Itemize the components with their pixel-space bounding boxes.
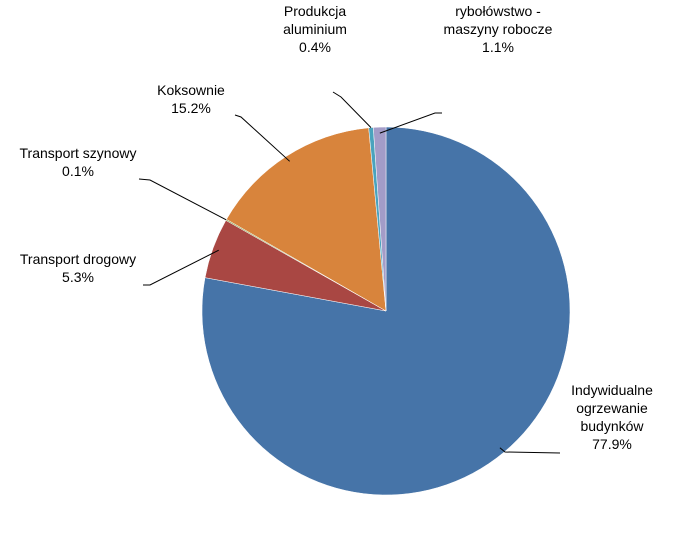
slice-name-label: maszyny robocze bbox=[444, 21, 553, 37]
leader-line-0 bbox=[499, 447, 561, 454]
slice-label-2: Transport szynowy 0.1% bbox=[20, 145, 137, 179]
leader-lines bbox=[138, 91, 561, 454]
slice-name-label: Produkcja bbox=[284, 3, 346, 19]
slice-name-label: leśnictwo, bbox=[467, 0, 528, 1]
slice-name-label: rybołówstwo - bbox=[455, 3, 541, 19]
leader-line-1 bbox=[143, 249, 219, 286]
slice-name-label: Koksownie bbox=[157, 82, 225, 98]
leader-line-4 bbox=[332, 91, 372, 128]
pie-slice-3 bbox=[226, 127, 387, 312]
slice-label-3: Koksownie 15.2% bbox=[157, 82, 225, 116]
slice-label-4: Produkcja aluminium 0.4% bbox=[283, 3, 347, 55]
slice-name-label: Transport szynowy bbox=[20, 145, 137, 161]
slice-value-label: 15.2% bbox=[171, 100, 211, 116]
slice-name-label: Transport drogowy bbox=[20, 251, 136, 267]
slice-value-label: 0.1% bbox=[62, 163, 94, 179]
slice-value-label: 5.3% bbox=[62, 269, 94, 285]
slice-label-0: Indywidualne ogrzewanie budynków 77.9% bbox=[571, 382, 653, 452]
pie-slice-0 bbox=[201, 126, 571, 496]
slice-value-label: 1.1% bbox=[482, 39, 514, 55]
leader-line-2 bbox=[138, 178, 227, 221]
slice-label-1: Transport drogowy 5.3% bbox=[20, 251, 136, 285]
slice-label-5: Rolnictwo,leśnictwo,rybołówstwo -maszyny… bbox=[444, 0, 553, 55]
slice-labels: Indywidualne ogrzewanie budynków 77.9% Trans… bbox=[20, 0, 654, 452]
pie-slice-5 bbox=[373, 126, 387, 312]
slice-value-label: 77.9% bbox=[592, 436, 632, 452]
pie-slices bbox=[201, 126, 571, 496]
slice-name-label: ogrzewanie bbox=[576, 400, 648, 416]
slice-name-label: budynków bbox=[580, 418, 644, 434]
slice-name-label: Indywidualne bbox=[571, 382, 653, 398]
leader-line-3 bbox=[234, 114, 291, 162]
leader-line-5 bbox=[379, 112, 442, 134]
slice-value-label: 0.4% bbox=[299, 39, 331, 55]
slice-name-label: aluminium bbox=[283, 21, 347, 37]
